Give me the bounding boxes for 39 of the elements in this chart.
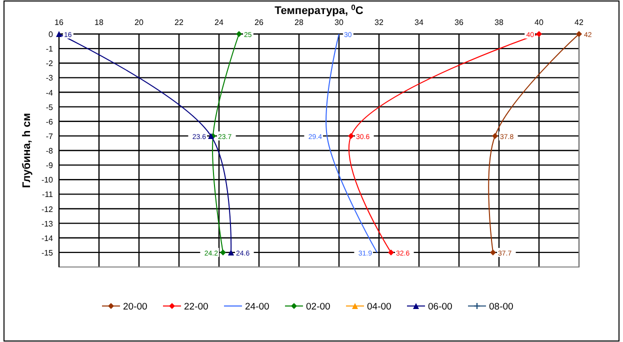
y-tick-label: -6 xyxy=(46,117,54,126)
y-tick-label: -9 xyxy=(46,161,54,170)
legend-label: 06-00 xyxy=(428,302,452,312)
x-tick-label: 34 xyxy=(414,18,424,27)
y-tick-label: -3 xyxy=(46,74,54,83)
x-tick-label: 40 xyxy=(534,18,544,27)
y-tick-label: 0 xyxy=(48,30,54,39)
x-tick-label: 42 xyxy=(574,18,584,27)
y-tick-label: -8 xyxy=(46,146,54,156)
x-tick-label: 20 xyxy=(134,18,144,27)
x-tick-label: 38 xyxy=(494,18,504,27)
x-tick-label: 32 xyxy=(374,18,384,27)
y-tick-label: -14 xyxy=(41,234,54,243)
x-tick-label: 28 xyxy=(294,18,304,27)
y-tick-label: -4 xyxy=(46,88,54,98)
y-axis-title: Глубина, h см xyxy=(21,112,33,188)
y-tick-label: -10 xyxy=(41,176,54,185)
y-tick-label: -1 xyxy=(46,44,54,54)
legend-label: 04-00 xyxy=(367,302,392,312)
y-tick-label: -7 xyxy=(46,132,54,141)
y-tick-label: -11 xyxy=(42,190,54,200)
y-tick-label: -5 xyxy=(46,102,54,112)
x-tick-label: 18 xyxy=(94,18,104,27)
legend-label: 22-00 xyxy=(184,302,208,312)
legend-label: 24-00 xyxy=(245,302,270,312)
x-tick-label: 30 xyxy=(334,18,344,27)
x-tick-label: 16 xyxy=(54,18,64,27)
x-tick-label: 36 xyxy=(454,18,464,27)
x-tick-label: 22 xyxy=(174,18,184,27)
legend-label: 20-00 xyxy=(123,302,148,312)
y-tick-label: -2 xyxy=(46,59,54,68)
y-tick-label: -15 xyxy=(41,248,54,258)
x-tick-label: 26 xyxy=(254,18,264,27)
x-axis-title: Температура, $^{0}$C xyxy=(274,2,364,17)
y-tick-label: -12 xyxy=(41,204,54,214)
legend-label: 08-00 xyxy=(489,302,514,312)
y-tick-label: -13 xyxy=(41,219,54,228)
x-tick-label: 24 xyxy=(214,18,224,27)
legend-label: 02-00 xyxy=(306,302,330,312)
